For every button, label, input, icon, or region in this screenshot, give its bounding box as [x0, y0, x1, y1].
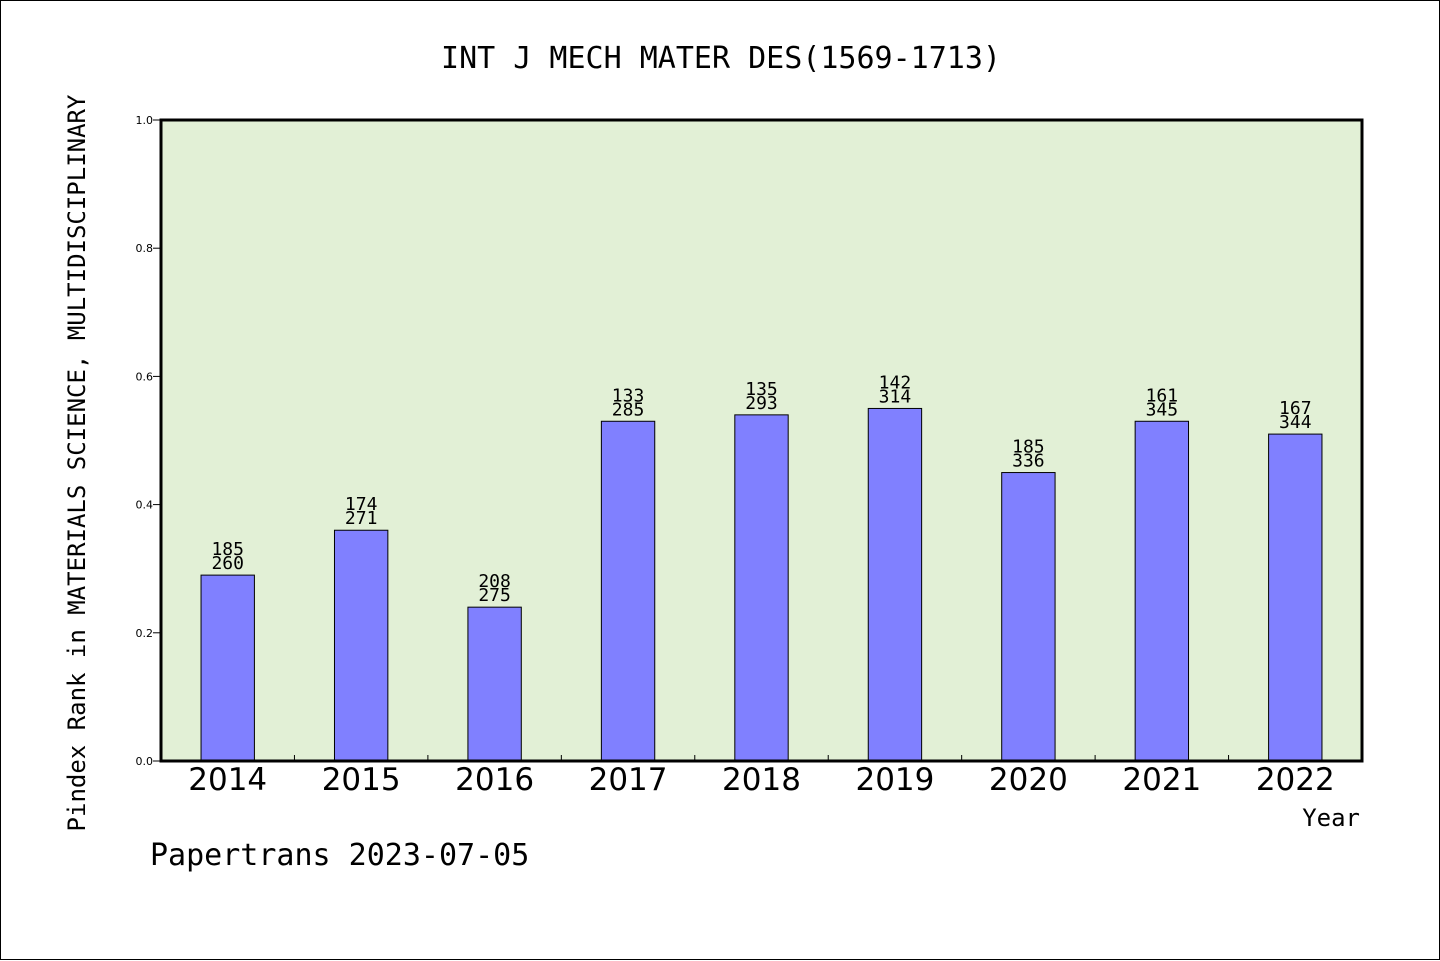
x-tick-label: 2017 [589, 762, 668, 798]
data-label-top: 185 [211, 539, 244, 560]
data-label-bottom: 336 [1012, 451, 1045, 472]
bar [1001, 472, 1056, 762]
bar [1268, 433, 1323, 762]
bar [867, 407, 923, 762]
data-label-bottom: 260 [211, 553, 244, 574]
bar [467, 606, 522, 762]
y-axis-label: Pindex Rank in MATERIALS SCIENCE, MULTID… [63, 94, 91, 831]
bar [600, 420, 656, 762]
plot-border [159, 118, 1364, 763]
data-label-top: 133 [612, 385, 645, 406]
x-tick-label: 2015 [322, 762, 401, 798]
bar [333, 529, 389, 762]
y-tick-label: 0.0 [136, 755, 154, 768]
footer-watermark: Papertrans 2023-07-05 [150, 838, 529, 873]
data-label-bottom: 285 [612, 399, 645, 420]
y-tick-label: 0.4 [136, 499, 154, 512]
x-tick-label: 2014 [188, 762, 267, 798]
data-label-top: 174 [345, 494, 378, 515]
data-label-top: 135 [745, 379, 778, 400]
x-axis-label: Year [1302, 804, 1360, 832]
chart-title: INT J MECH MATER DES(1569-1713) [441, 41, 1001, 76]
data-label-top: 208 [478, 571, 511, 592]
data-label-bottom: 314 [879, 386, 912, 407]
y-tick-label: 0.6 [136, 370, 154, 383]
data-label-top: 185 [1012, 437, 1045, 458]
data-label-bottom: 293 [745, 393, 778, 414]
data-label-bottom: 271 [345, 508, 378, 529]
x-tick-label: 2022 [1256, 762, 1335, 798]
y-tick-label: 1.0 [136, 114, 154, 127]
data-label-top: 142 [879, 372, 912, 393]
data-label-top: 161 [1146, 385, 1179, 406]
data-label-bottom: 344 [1279, 412, 1312, 433]
data-label-top: 167 [1279, 398, 1312, 419]
y-tick-label: 0.8 [136, 242, 154, 255]
chart-marks: 0.00.20.40.60.81.02601852014271174201527… [136, 114, 1335, 798]
x-tick-label: 2021 [1122, 762, 1201, 798]
bar [200, 574, 255, 762]
data-label-bottom: 275 [478, 585, 511, 606]
x-tick-label: 2019 [855, 762, 934, 798]
data-label-bottom: 345 [1146, 399, 1179, 420]
x-tick-label: 2016 [455, 762, 534, 798]
bar [1134, 420, 1190, 762]
y-tick-label: 0.2 [136, 627, 154, 640]
bar [734, 414, 789, 762]
x-tick-label: 2020 [989, 762, 1068, 798]
x-tick-label: 2018 [722, 762, 801, 798]
